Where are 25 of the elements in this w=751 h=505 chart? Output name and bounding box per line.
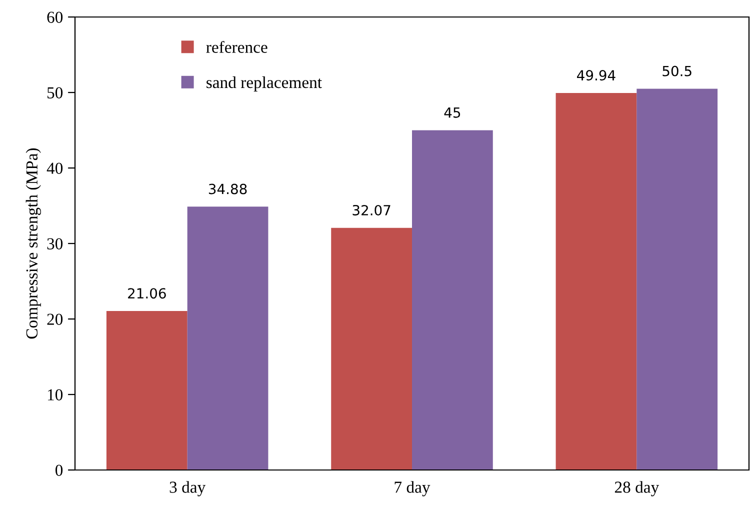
data-label: 49.94 (577, 70, 616, 81)
bar (636, 88, 718, 470)
y-tick-label: 0 (55, 464, 63, 476)
legend-label: reference (206, 40, 268, 53)
y-tick-label: 40 (46, 162, 63, 174)
y-tick-label: 10 (48, 389, 63, 400)
y-axis-title: Compressive strength (MPa) (26, 148, 41, 339)
y-tick-label: 20 (47, 314, 63, 325)
bar (187, 206, 268, 470)
legend-label: sand replacement (206, 76, 322, 92)
y-tick-label: 50 (47, 87, 63, 98)
bar (331, 228, 412, 470)
data-label: 45 (444, 108, 460, 118)
y-tick-label: 30 (47, 238, 63, 250)
bar (412, 130, 493, 470)
x-tick-label: 28 day (614, 481, 660, 496)
x-tick-label: 7 day (394, 481, 430, 496)
bar (106, 310, 188, 470)
data-label: 34.88 (208, 184, 247, 194)
y-tick-label: 60 (47, 12, 63, 23)
x-tick-label: 3 day (170, 481, 206, 496)
data-label: 32.07 (352, 204, 390, 216)
data-label: 50.5 (662, 66, 692, 76)
data-label: 21.06 (128, 288, 166, 299)
bar (556, 92, 637, 470)
